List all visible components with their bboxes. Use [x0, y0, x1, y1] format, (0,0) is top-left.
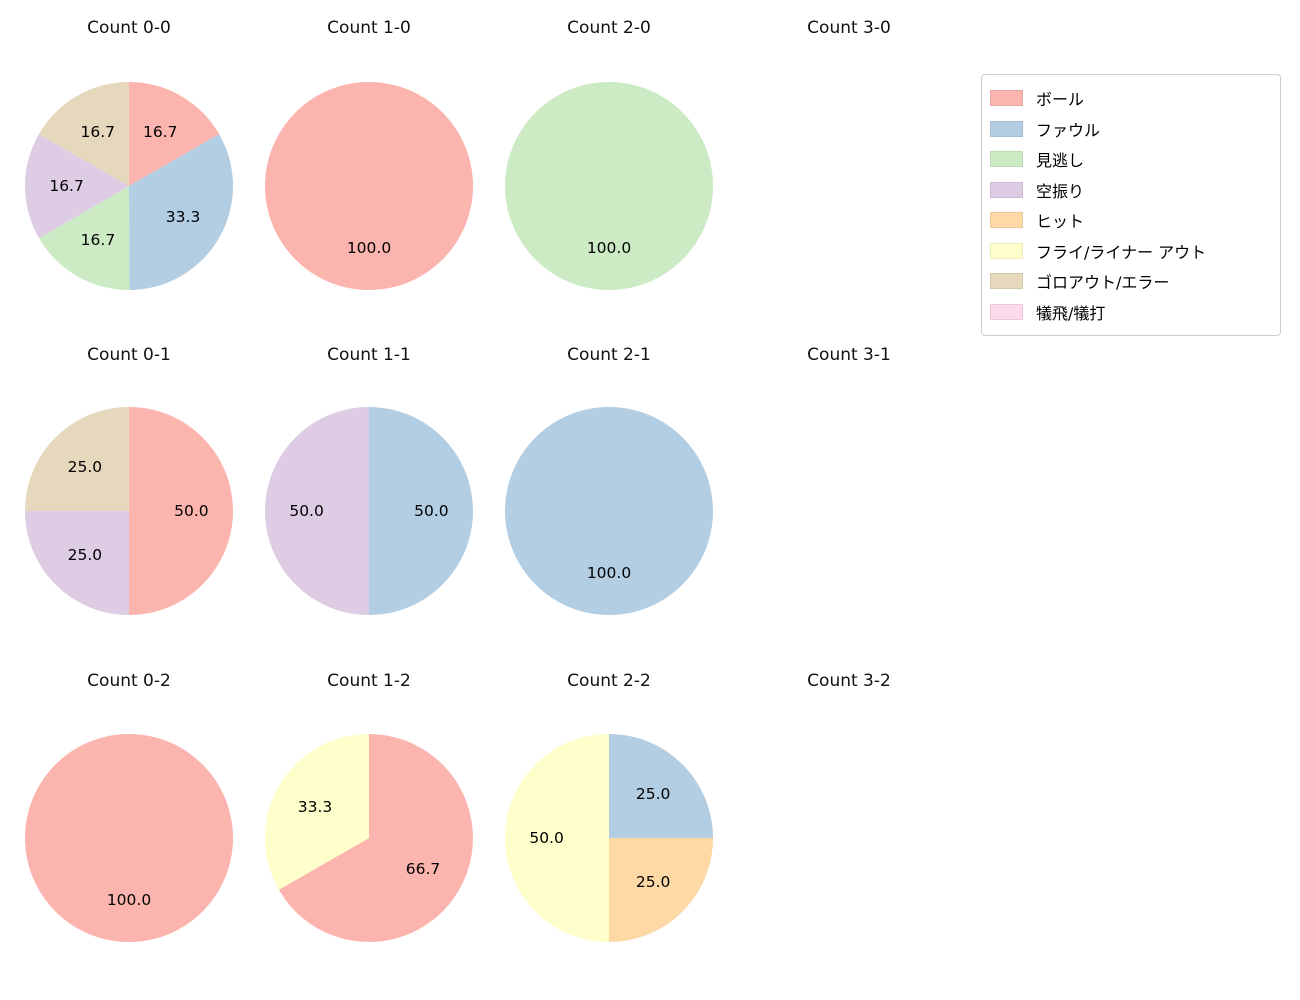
pie-slice — [505, 734, 609, 942]
pie-slice-value-label: 16.7 — [49, 177, 84, 196]
legend-swatch-icon — [990, 120, 1023, 137]
pie-slice — [505, 407, 713, 615]
legend-item: ヒット — [990, 205, 1270, 236]
legend-label: ヒット — [1036, 212, 1085, 232]
pie-slice-value-label: 50.0 — [529, 829, 564, 847]
chart-title: Count 3-1 — [807, 345, 891, 365]
legend: ボールファウル見逃し空振りヒットフライ/ライナー アウト ゴロアウト/エラー 犠飛/… — [981, 74, 1281, 336]
pie-chart — [505, 82, 713, 290]
pie-slice-value-label: 33.3 — [297, 797, 333, 816]
legend-item: ボール — [990, 83, 1270, 114]
pie-slice — [609, 838, 713, 942]
chart-title: Count 0-1 — [87, 345, 171, 365]
pie-chart — [264, 734, 473, 942]
legend-swatch-icon — [990, 212, 1023, 229]
legend-item: 犠飛/犠打 — [990, 297, 1270, 328]
legend-swatch-icon — [990, 303, 1023, 320]
legend-label: 空振り — [1036, 181, 1085, 201]
legend-swatch-icon — [990, 151, 1023, 168]
chart-title: Count 3-2 — [807, 671, 891, 691]
legend-item: ファウル — [990, 114, 1270, 145]
pie-slice-value-label: 100.0 — [586, 564, 632, 583]
chart-title: Count 2-0 — [567, 18, 651, 38]
pie-slice — [609, 734, 713, 838]
pie-chart — [25, 734, 233, 942]
pie-slice-value-label: 25.0 — [635, 873, 671, 892]
pie-slice — [265, 82, 473, 290]
pie-slice — [265, 407, 369, 615]
legend-label: 犠飛/犠打 — [1036, 303, 1106, 323]
legend-label: 見逃し — [1036, 151, 1085, 171]
pie-slice-value-label: 25.0 — [67, 457, 103, 476]
pie-slice — [369, 407, 473, 615]
pie-slice — [25, 407, 129, 511]
pie-slice-value-label: 50.0 — [289, 502, 324, 520]
pie-slice-value-label: 33.3 — [165, 208, 201, 227]
legend-label: ファウル — [1036, 120, 1101, 140]
legend-swatch-icon — [990, 242, 1023, 259]
pie-slice — [25, 511, 129, 615]
pie-slice-value-label: 66.7 — [405, 860, 441, 879]
legend-item: 見逃し — [990, 144, 1270, 175]
chart-title: Count 1-1 — [327, 345, 411, 365]
pie-chart — [505, 734, 713, 942]
legend-swatch-icon — [990, 273, 1023, 290]
chart-title: Count 1-2 — [327, 671, 411, 691]
legend-swatch-icon — [990, 90, 1023, 107]
pie-slice-value-label: 25.0 — [635, 784, 671, 803]
legend-item: フライ/ライナー アウト — [990, 236, 1270, 267]
legend-item: ゴロアウト/エラー — [990, 266, 1270, 297]
pie-slice — [25, 734, 233, 942]
pie-chart — [265, 407, 473, 615]
pie-slice-value-label: 100.0 — [586, 239, 632, 258]
pie-slice-value-label: 100.0 — [106, 891, 152, 910]
legend-item: 空振り — [990, 175, 1270, 206]
legend-label: フライ/ライナー アウト — [1036, 242, 1207, 262]
pie-slice-value-label: 100.0 — [346, 239, 392, 258]
pie-slice — [264, 734, 369, 890]
pie-slice — [505, 82, 713, 290]
chart-title: Count 0-2 — [87, 671, 171, 691]
legend-label: ゴロアウト/エラー — [1036, 273, 1170, 293]
pie-slice-value-label: 16.7 — [80, 231, 116, 250]
pie-slice — [278, 734, 473, 942]
chart-title: Count 0-0 — [87, 18, 171, 38]
pie-slice-value-label: 16.7 — [80, 122, 116, 141]
pie-chart — [24, 82, 234, 291]
legend-swatch-icon — [990, 181, 1023, 198]
pie-chart — [25, 407, 233, 615]
pie-slice — [129, 134, 234, 290]
pie-slice — [129, 82, 220, 186]
pie-slice — [24, 134, 129, 239]
pie-slice-value-label: 16.7 — [142, 122, 178, 141]
chart-title: Count 2-1 — [567, 345, 651, 365]
pie-slice — [38, 82, 129, 186]
pie-slice-value-label: 50.0 — [414, 502, 449, 520]
chart-title: Count 1-0 — [327, 18, 411, 38]
pie-slice — [129, 407, 233, 615]
chart-title: Count 3-0 — [807, 18, 891, 38]
pie-chart — [505, 407, 713, 615]
pie-slice-value-label: 50.0 — [174, 502, 209, 520]
pie-slice — [39, 186, 130, 291]
pie-slice-value-label: 25.0 — [67, 546, 103, 565]
chart-title: Count 2-2 — [567, 671, 651, 691]
pie-chart — [265, 82, 473, 290]
legend-label: ボール — [1036, 90, 1085, 110]
